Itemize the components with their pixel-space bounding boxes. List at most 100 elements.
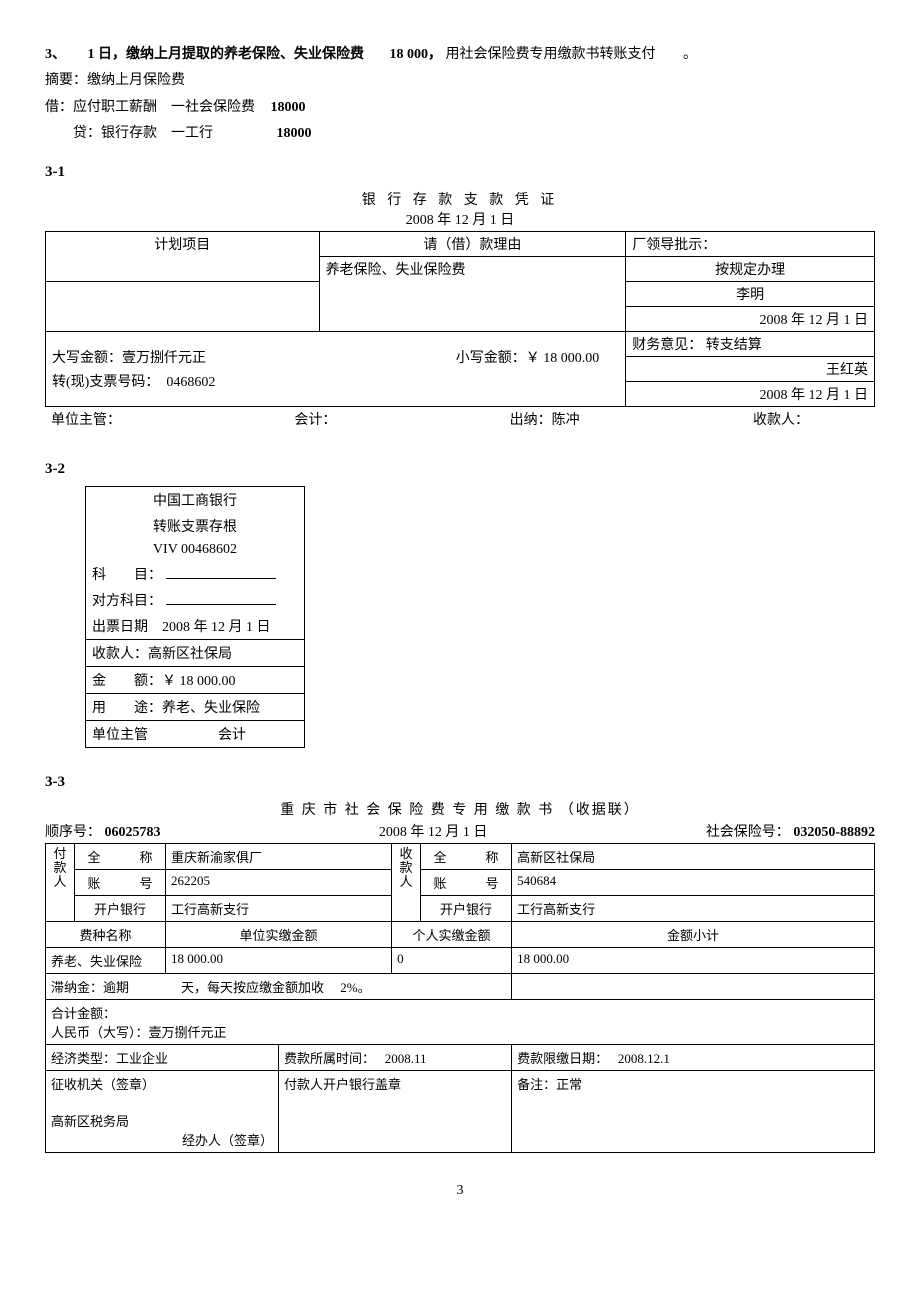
intro-1b: 1 日，缴纳上月提取的养老保险、失业保险费: [88, 47, 365, 62]
page-number: 3: [45, 1183, 875, 1199]
stub-type: 转账支票存根: [86, 513, 305, 539]
p-bank-l: 开户银行: [75, 895, 166, 921]
sb-v: 032050-88892: [793, 825, 875, 840]
section-3-3: 3-3: [45, 774, 875, 791]
fee: 养老、失业保险: [46, 947, 166, 973]
seq-l: 顺序号：: [45, 825, 101, 840]
stub-use: 用 途：养老、失业保险: [86, 693, 305, 720]
sig3: 出纳：陈冲: [510, 409, 580, 429]
org-l: 征收机关（签章）: [51, 1074, 273, 1093]
fin1-r: 转支结算: [706, 338, 762, 353]
fin1: 财务意见： 转支结算: [626, 331, 875, 356]
p-name-l: 全 称: [75, 843, 166, 869]
seq-v: 06025783: [105, 825, 161, 840]
p-name: 重庆新渝家俱厂: [166, 843, 392, 869]
r-name-l: 全 称: [421, 843, 512, 869]
org-v: 高新区税务局: [51, 1111, 273, 1130]
payee-v: 收款人: [392, 843, 421, 921]
stub-issue: 出票日期 2008 年 12 月 1 日: [86, 613, 305, 640]
h-plan: 计划项目: [46, 231, 320, 281]
fin3: 2008 年 12 月 1 日: [626, 381, 875, 406]
stub-payee: 收款人：高新区社保局: [86, 639, 305, 666]
r-acct-l: 账 号: [421, 869, 512, 895]
h-sub: 金额小计: [512, 921, 875, 947]
h-unit: 单位实缴金额: [166, 921, 392, 947]
intro-line2: 摘要：缴纳上月保险费: [45, 70, 875, 92]
intro-4b: 18000: [277, 126, 312, 141]
payer-v: 付款人: [46, 843, 75, 921]
cheque-stub: 中国工商银行 转账支票存根 VIV 00468602 科 目： 对方科目： 出票…: [85, 486, 305, 748]
r-bank: 工行高新支行: [512, 895, 875, 921]
org: 征收机关（签章） 高新区税务局 经办人（签章）: [46, 1070, 279, 1152]
stub-no: VIV 00468602: [86, 539, 305, 561]
intro-4a: 贷：银行存款 一工行: [45, 126, 213, 141]
stub-km: 科 目：: [86, 561, 305, 587]
intro-line4: 贷：银行存款 一工行 18000: [45, 123, 875, 145]
fin1-l: 财务意见：: [632, 338, 702, 353]
amt-row: 大写金额：壹万捌仟元正 小写金额：￥ 18 000.00 转(现)支票号码： 0…: [46, 331, 626, 406]
lead1: 按规定办理: [626, 256, 875, 281]
table-3-1: 计划项目 请（借）款理由 厂领导批示： 养老保险、失业保险费 按规定办理 李明 …: [45, 231, 875, 407]
amt-small: 小写金额：￥ 18 000.00: [456, 347, 600, 367]
handler: 经办人（签章）: [51, 1130, 273, 1149]
reason: 养老保险、失业保险费: [319, 256, 626, 331]
amt-cn: 大写金额：壹万捌仟元正: [52, 347, 206, 367]
r-acct: 540684: [512, 869, 875, 895]
plan-empty: [46, 281, 320, 331]
section-3-2: 3-2: [45, 461, 875, 478]
sig-row-31: 单位主管： 会计： 出纳：陈冲 收款人：: [45, 407, 875, 431]
stamp: 付款人开户银行盖章: [279, 1070, 512, 1152]
lead2: 李明: [626, 281, 875, 306]
intro-3a: 借：应付职工薪酬 一社会保险费: [45, 100, 255, 115]
doc33-title: 重 庆 市 社 会 保 险 费 专 用 缴 款 书 （收据联）: [45, 799, 875, 819]
stub-dfkm: 对方科目：: [86, 587, 305, 613]
doc33-header: 顺序号： 06025783 2008 年 12 月 1 日 社会保险号： 032…: [45, 821, 875, 841]
intro-1a: 3、: [45, 47, 66, 62]
intro-1e: 。: [683, 47, 697, 62]
intro-1c: 18 000，: [390, 47, 443, 62]
sub-v: 18 000.00: [512, 947, 875, 973]
intro-1d: 用社会保险费专用缴款书转账支付: [446, 47, 656, 62]
h-pers: 个人实缴金额: [392, 921, 512, 947]
r-bank-l: 开户银行: [421, 895, 512, 921]
fin2: 王红英: [626, 356, 875, 381]
doc33-date: 2008 年 12 月 1 日: [379, 821, 488, 841]
total-cn: 人民币（大写）：壹万捌仟元正: [51, 1022, 869, 1041]
h-reason: 请（借）款理由: [319, 231, 626, 256]
pers-v: 0: [392, 947, 512, 973]
econ: 经济类型：工业企业: [46, 1044, 279, 1070]
doc31-title: 银 行 存 款 支 款 凭 证: [45, 189, 875, 209]
late-blank: [512, 973, 875, 999]
lead3: 2008 年 12 月 1 日: [626, 306, 875, 331]
h-lead: 厂领导批示：: [626, 231, 875, 256]
stub-dfkm-l: 对方科目：: [92, 594, 162, 609]
sb: 社会保险号： 032050-88892: [706, 821, 875, 841]
intro-line1: 3、 1 日，缴纳上月提取的养老保险、失业保险费 18 000， 用社会保险费专…: [45, 44, 875, 66]
p-bank: 工行高新支行: [166, 895, 392, 921]
p-acct: 262205: [166, 869, 392, 895]
seq: 顺序号： 06025783: [45, 821, 161, 841]
sig1: 单位主管：: [51, 409, 121, 429]
due: 费款限缴日期： 2008.12.1: [512, 1044, 875, 1070]
intro-3b: 18000: [271, 100, 306, 115]
sig2: 会计：: [294, 409, 336, 429]
total: 合计金额： 人民币（大写）：壹万捌仟元正: [46, 999, 875, 1044]
stub-sig: 单位主管 会计: [86, 720, 305, 747]
table-3-3: 付款人 全 称 重庆新渝家俱厂 收款人 全 称 高新区社保局 账 号 26220…: [45, 843, 875, 1153]
intro-line3: 借：应付职工薪酬 一社会保险费 18000: [45, 97, 875, 119]
sig4: 收款人：: [753, 409, 809, 429]
h-fee: 费种名称: [46, 921, 166, 947]
section-3-1: 3-1: [45, 164, 875, 181]
p-acct-l: 账 号: [75, 869, 166, 895]
late: 滞纳金：逾期 天，每天按应缴金额加收 2%。: [46, 973, 512, 999]
stub-dfkm-line: [166, 590, 276, 605]
stub-amt: 金 额：￥ 18 000.00: [86, 666, 305, 693]
sb-l: 社会保险号：: [706, 825, 790, 840]
stub-km-line: [166, 564, 276, 579]
stub-km-l: 科 目：: [92, 568, 162, 583]
doc31-date: 2008 年 12 月 1 日: [45, 209, 875, 229]
total-l: 合计金额：: [51, 1003, 869, 1022]
stub-bank: 中国工商银行: [86, 486, 305, 513]
period: 费款所属时间： 2008.11: [279, 1044, 512, 1070]
remark: 备注：正常: [512, 1070, 875, 1152]
